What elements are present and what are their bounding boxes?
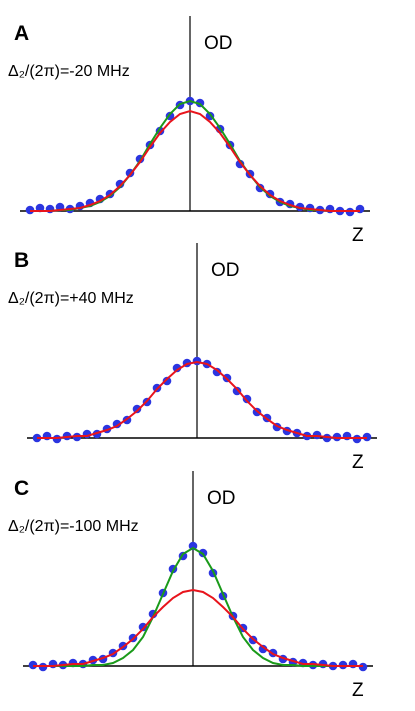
data-point [355,204,365,214]
fit-curve [33,588,363,667]
panel-label: A [14,22,29,45]
y-axis-label: OD [204,33,233,54]
fit-curve [30,99,360,212]
data-point [162,376,172,386]
fit-curve [30,109,360,212]
panel-label: B [14,249,29,272]
subtitle: Δ₂/(2π)=+40 MHz [8,290,134,307]
y-axis-label: OD [211,260,240,281]
x-axis-label: Z [352,452,364,473]
data-point [325,204,335,214]
panel-label: C [14,477,29,500]
data-point [348,659,358,669]
data-point [82,429,92,439]
data-point [48,659,58,669]
data-point [172,363,182,373]
data-point [342,431,352,441]
subtitle: Δ₂/(2π)=-100 MHz [8,518,139,535]
data-point [138,622,148,632]
data-point [42,431,52,441]
data-point [132,404,142,414]
data-point [242,394,252,404]
x-axis-label: Z [352,225,364,246]
fit-curve [37,360,367,439]
data-point [258,644,268,654]
fit-curve [33,546,363,667]
subtitle: Δ₂/(2π)=-20 MHz [8,63,130,80]
x-axis-label: Z [352,680,364,701]
data-point [232,386,242,396]
data-point [45,204,55,214]
y-axis-label: OD [207,488,236,509]
data-point [115,179,125,189]
